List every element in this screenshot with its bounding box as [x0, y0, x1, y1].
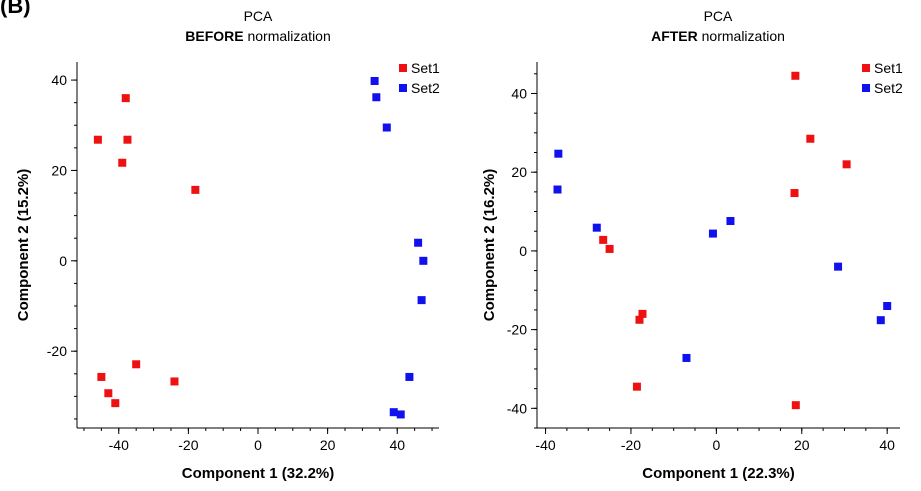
- data-point-set2: [883, 302, 892, 310]
- chart-title: PCA: [704, 8, 733, 24]
- y-tick-label: 0: [59, 253, 67, 269]
- data-point-set1: [599, 235, 608, 244]
- x-tick-label: -40: [109, 437, 129, 453]
- data-point-set1: [191, 185, 200, 194]
- data-point-set1: [170, 377, 179, 386]
- subtitle-bold: AFTER: [651, 28, 698, 44]
- legend-marker-set2: [862, 84, 870, 92]
- x-tick-label: 20: [794, 437, 810, 453]
- data-point-set1: [121, 94, 130, 103]
- data-point-set1: [635, 315, 644, 324]
- x-tick-label: 40: [879, 437, 895, 453]
- data-point-set2: [370, 76, 379, 85]
- x-tick-label: 0: [254, 437, 262, 453]
- chart-subtitle: AFTER normalization: [651, 28, 785, 44]
- data-point-set2: [405, 372, 414, 381]
- x-axis-label: Component 1 (22.3%): [642, 465, 795, 482]
- x-tick-label: 0: [712, 437, 720, 453]
- data-point-set1: [791, 401, 800, 410]
- data-point-set1: [93, 135, 102, 144]
- subtitle-rest: normalization: [698, 28, 785, 44]
- data-point-set2: [553, 185, 562, 194]
- data-point-set2: [419, 256, 428, 265]
- legend-label-set1: Set1: [874, 60, 903, 76]
- legend-label-set2: Set2: [411, 80, 440, 96]
- data-point-set1: [104, 389, 113, 398]
- data-point-set2: [554, 149, 563, 158]
- x-tick-label: 20: [320, 437, 336, 453]
- x-tick-label: -20: [178, 437, 198, 453]
- data-point-set2: [682, 353, 691, 362]
- y-tick-label: -20: [47, 343, 67, 359]
- data-point-set2: [372, 93, 381, 102]
- chart-2: PCA AFTER normalization -40 -20 0 20 40 -40 -20 0…: [481, 8, 903, 482]
- y-tick-label: 20: [511, 164, 527, 180]
- panel-label: (B): [0, 0, 31, 18]
- data-point-set1: [605, 244, 614, 253]
- data-point-set2: [834, 262, 843, 271]
- y-axis-label: Component 2 (15.2%): [15, 169, 32, 322]
- y-axis-label: Component 2 (16.2%): [481, 169, 498, 322]
- data-point-set1: [97, 372, 106, 381]
- y-tick-label: 40: [51, 72, 67, 88]
- data-point-set1: [632, 382, 641, 391]
- data-point-set2: [396, 410, 405, 419]
- data-point-set1: [791, 71, 800, 80]
- y-tick-label: 0: [519, 243, 527, 259]
- subtitle-rest: normalization: [244, 28, 331, 44]
- data-point-set2: [414, 238, 423, 247]
- legend-label-set1: Set1: [411, 60, 440, 76]
- legend-marker-set1: [399, 64, 407, 72]
- data-point-set1: [638, 309, 647, 318]
- x-tick-label: -20: [621, 437, 641, 453]
- x-axis-label: Component 1 (32.2%): [182, 465, 335, 482]
- data-point-set1: [111, 399, 120, 408]
- legend-label-set2: Set2: [874, 80, 903, 96]
- y-tick-label: 20: [51, 162, 67, 178]
- data-point-set1: [118, 158, 127, 167]
- chart-subtitle: BEFORE normalization: [185, 28, 331, 44]
- legend-marker-set1: [862, 64, 870, 72]
- data-point-set1: [132, 360, 141, 369]
- y-tick-label: -40: [507, 400, 527, 416]
- chart-title: PCA: [244, 8, 273, 24]
- y-tick-label: 40: [511, 85, 527, 101]
- data-point-set2: [876, 316, 885, 325]
- data-point-set2: [382, 123, 391, 132]
- y-tick-label: -20: [507, 322, 527, 338]
- data-point-set2: [389, 408, 398, 417]
- x-tick-label: -40: [535, 437, 555, 453]
- subtitle-bold: BEFORE: [185, 28, 243, 44]
- data-point-set1: [790, 189, 799, 198]
- data-point-set1: [842, 160, 851, 169]
- data-point-set2: [726, 216, 735, 225]
- data-point-set2: [592, 223, 601, 232]
- legend-marker-set2: [399, 84, 407, 92]
- data-point-set1: [123, 135, 132, 144]
- data-point-set1: [806, 134, 815, 143]
- data-point-set2: [708, 229, 717, 238]
- data-point-set2: [417, 296, 426, 305]
- x-tick-label: 40: [389, 437, 405, 453]
